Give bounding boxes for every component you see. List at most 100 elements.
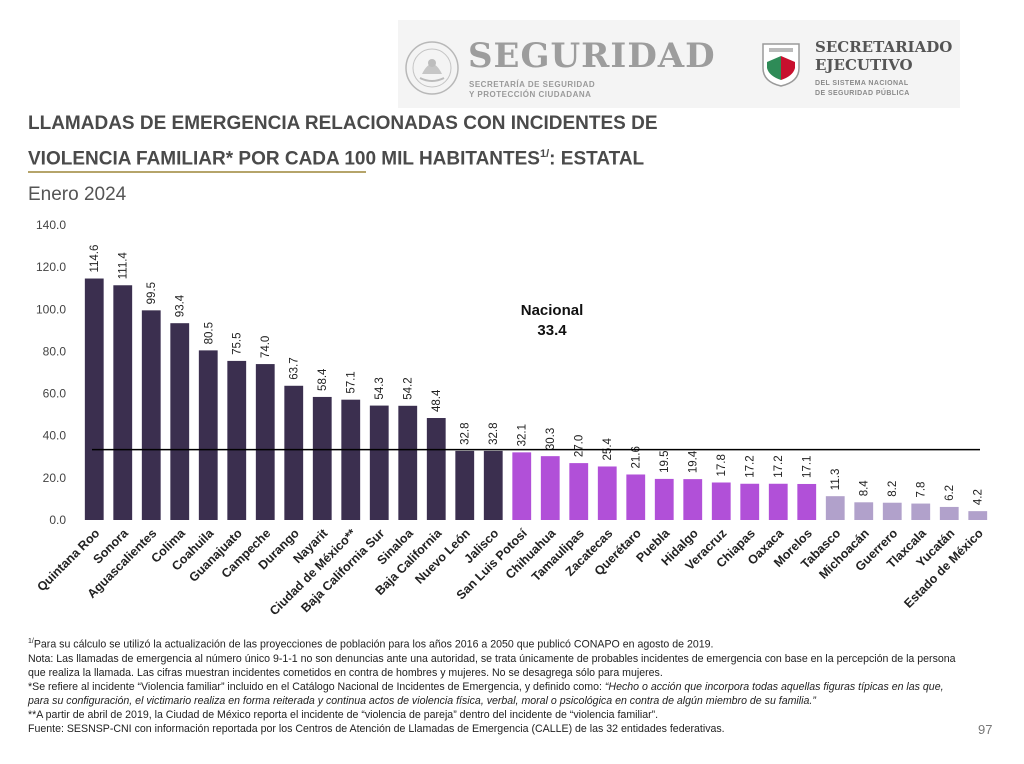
bar [854,502,874,520]
y-tick-label: 140.0 [36,218,66,232]
bar [968,511,988,520]
bar [711,482,731,520]
bar [740,483,760,520]
bar [540,456,560,520]
bar-value-label: 111.4 [118,252,130,280]
bar [911,503,931,520]
y-tick-label: 120.0 [36,260,66,274]
y-tick-label: 80.0 [43,344,67,358]
bar-value-label: 99.5 [146,282,158,304]
bar [512,452,532,520]
chart-title-line-2: VIOLENCIA FAMILIAR* POR CADA 100 MIL HAB… [28,148,644,170]
bar [597,466,617,520]
bar [312,396,332,520]
chart-subtitle: Enero 2024 [28,184,127,205]
bar-value-label: 17.1 [802,456,814,478]
bar [825,496,845,520]
bar-value-label: 32.1 [517,424,529,446]
bar-value-label: 32.8 [460,422,472,444]
bar [113,285,133,520]
chart-title-suffix: : ESTATAL [549,148,645,170]
seguridad-subtitle-1: SECRETARÍA DE SEGURIDAD [469,80,596,89]
bar-value-label: 17.8 [716,454,728,476]
bar-value-label: 63.7 [289,357,301,379]
y-tick-label: 20.0 [43,471,67,485]
y-tick-label: 100.0 [36,302,66,316]
bar-value-label: 8.4 [859,480,871,497]
bar-value-label: 7.8 [916,482,928,498]
bar-value-label: 27.0 [574,435,586,457]
bar-value-label: 19.4 [688,450,700,473]
bar [398,405,418,520]
footnote-1-text: Para su cálculo se utilizó la actualizac… [33,638,714,651]
bar-value-label: 17.2 [773,455,785,477]
bar-value-label: 32.8 [488,422,500,444]
bar [569,463,589,520]
bar [369,405,389,520]
bar [797,483,817,520]
bar-value-label: 93.4 [175,294,187,317]
bar-value-label: 80.5 [203,322,215,344]
chart-title-superscript: 1/ [539,148,550,160]
bar-value-label: 4.2 [973,489,985,505]
bar [255,364,275,520]
bar-value-label: 57.1 [346,371,358,393]
bar-value-label: 6.2 [944,485,956,501]
bar [882,502,902,520]
sesnsp-shield-icon [762,43,800,87]
footnote-nota: Nota: Las llamadas de emergencia al núme… [28,652,956,679]
title-underline [28,171,366,173]
bar [654,478,674,520]
footnote-2: *Se refiere al incidente “Violencia fami… [28,680,958,708]
bar-value-label: 30.3 [545,428,557,450]
bar-value-label: 8.2 [887,481,899,497]
seguridad-subtitle-2: Y PROTECCIÓN CIUDADANA [469,90,592,99]
footnote-1-marker: 1/ [28,638,34,645]
bar [426,418,446,520]
footnote-3: **A partir de abril de 2019, la Ciudad d… [28,708,659,721]
bar [455,450,475,520]
page-number: 97 [978,722,993,737]
bar [626,474,646,520]
bar-value-label: 114.6 [89,245,101,273]
bar [170,323,190,520]
footnotes: 1/Para su cálculo se utilizó la actualiz… [28,635,958,736]
footnote-1: 1/Para su cálculo se utilizó la actualiz… [28,635,958,652]
bar [284,385,304,520]
bar-value-label: 17.2 [745,455,757,477]
bar-value-label: 11.3 [830,469,842,491]
y-tick-label: 40.0 [43,429,67,443]
chart-title-main: VIOLENCIA FAMILIAR* POR CADA 100 MIL HAB… [28,148,540,170]
bar [198,350,218,520]
chart-title-line-1: LLAMADAS DE EMERGENCIA RELACIONADAS CON … [28,113,658,134]
bar-value-label: 19.5 [659,451,671,473]
bar-chart: 0.020.040.060.080.0100.0120.0140.0114.6Q… [35,218,988,618]
bar-value-label: 75.5 [232,333,244,355]
bar [683,479,703,520]
bar-value-label: 54.2 [403,377,415,399]
sesnsp-title-1: SECRETARIADO [815,38,953,56]
bar-value-label: 58.4 [317,368,329,391]
bar-value-label: 21.6 [631,446,643,468]
national-seal-icon [405,41,459,95]
footnote-2-definition: “Hecho o acción que incorpora todas aque… [28,680,944,707]
bar [341,399,361,520]
sesnsp-title-2: EJECUTIVO [815,56,913,74]
footnote-2-text: *Se refiere al incidente “Violencia fami… [28,680,605,693]
bar [141,310,161,520]
reference-line-label: Nacional [521,302,584,319]
sesnsp-subtitle-1: DEL SISTEMA NACIONAL [815,80,909,87]
header-band [398,20,960,108]
bar-value-label: 54.3 [374,377,386,399]
footnote-source: Fuente: SESNSP-CNI con información repor… [28,722,725,735]
bar [768,483,788,520]
reference-line-value: 33.4 [537,322,567,339]
bar-value-label: 48.4 [431,389,443,412]
bar-value-label: 74.0 [260,336,272,358]
seguridad-title: SEGURIDAD [468,36,716,76]
bar [227,360,247,520]
bar [84,278,104,520]
bar [939,506,959,520]
y-tick-label: 60.0 [43,387,67,401]
bar [483,450,503,520]
